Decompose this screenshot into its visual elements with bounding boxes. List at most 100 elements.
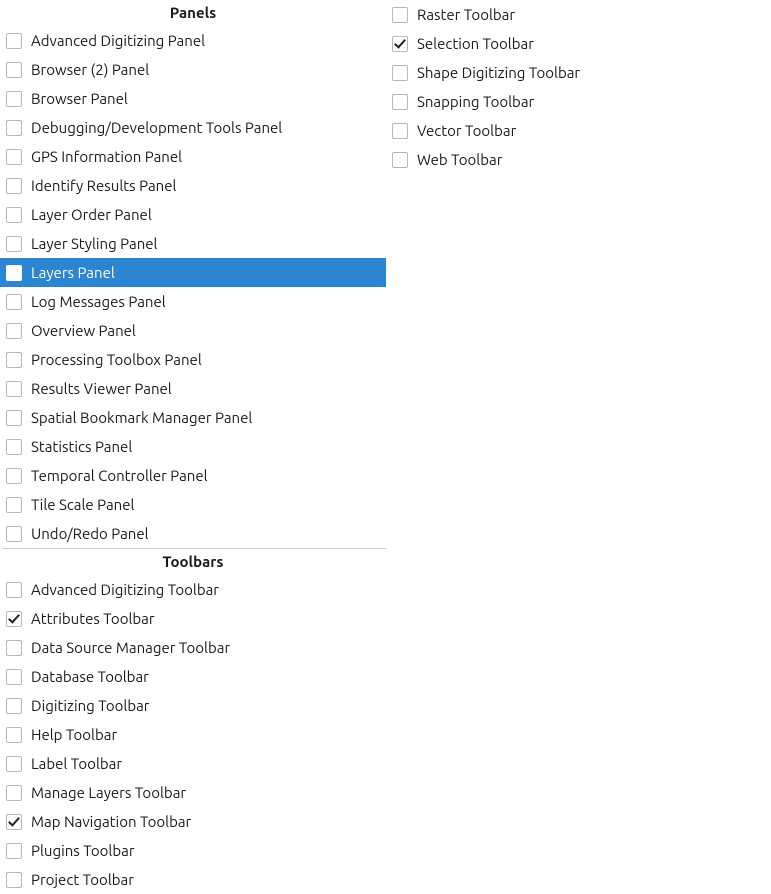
panel-item[interactable]: Layer Order Panel [0, 200, 386, 229]
panel-item[interactable]: Undo/Redo Panel [0, 519, 386, 548]
toolbar-item[interactable]: Shape Digitizing Toolbar [386, 58, 771, 87]
panel-label: GPS Information Panel [31, 146, 182, 167]
toolbar-item[interactable]: Map Navigation Toolbar [0, 807, 386, 836]
toolbar-label: Web Toolbar [417, 149, 502, 170]
checkbox-icon[interactable] [6, 640, 22, 656]
checkbox-icon[interactable] [6, 814, 22, 830]
toolbar-item[interactable]: Selection Toolbar [386, 29, 771, 58]
panel-item[interactable]: Browser Panel [0, 84, 386, 113]
toolbar-label: Raster Toolbar [417, 4, 515, 25]
toolbar-item[interactable]: Data Source Manager Toolbar [0, 633, 386, 662]
checkbox-icon[interactable] [6, 120, 22, 136]
checkbox-icon[interactable] [392, 7, 408, 23]
checkbox-icon[interactable] [6, 410, 22, 426]
panel-label: Statistics Panel [31, 436, 132, 457]
checkbox-icon[interactable] [6, 468, 22, 484]
panel-label: Spatial Bookmark Manager Panel [31, 407, 252, 428]
toolbar-label: Database Toolbar [31, 666, 149, 687]
toolbar-item[interactable]: Database Toolbar [0, 662, 386, 691]
toolbar-item[interactable]: Digitizing Toolbar [0, 691, 386, 720]
checkbox-icon[interactable] [6, 323, 22, 339]
checkbox-icon[interactable] [392, 152, 408, 168]
panel-item[interactable]: Browser (2) Panel [0, 55, 386, 84]
panel-item[interactable]: Log Messages Panel [0, 287, 386, 316]
checkbox-icon[interactable] [6, 236, 22, 252]
panels-list: Advanced Digitizing Panel Browser (2) Pan… [0, 26, 386, 548]
checkbox-icon[interactable] [6, 265, 22, 281]
toolbar-item[interactable]: Snapping Toolbar [386, 87, 771, 116]
toolbar-label: Advanced Digitizing Toolbar [31, 579, 219, 600]
checkbox-icon[interactable] [6, 756, 22, 772]
panel-item[interactable]: Advanced Digitizing Panel [0, 26, 386, 55]
panel-label: Log Messages Panel [31, 291, 166, 312]
toolbar-item[interactable]: Advanced Digitizing Toolbar [0, 575, 386, 604]
checkbox-icon[interactable] [6, 33, 22, 49]
panel-label: Debugging/Development Tools Panel [31, 117, 282, 138]
checkbox-icon[interactable] [6, 352, 22, 368]
panel-item[interactable]: Tile Scale Panel [0, 490, 386, 519]
panel-item[interactable]: Temporal Controller Panel [0, 461, 386, 490]
toolbar-item[interactable]: Vector Toolbar [386, 116, 771, 145]
checkbox-icon[interactable] [392, 94, 408, 110]
checkbox-icon[interactable] [392, 65, 408, 81]
panel-label: Layers Panel [31, 262, 115, 283]
checkbox-icon[interactable] [6, 872, 22, 888]
panel-label: Undo/Redo Panel [31, 523, 149, 544]
panel-label: Identify Results Panel [31, 175, 176, 196]
toolbar-item[interactable]: Help Toolbar [0, 720, 386, 749]
toolbar-label: Map Navigation Toolbar [31, 811, 191, 832]
panel-label: Layer Styling Panel [31, 233, 157, 254]
panel-item[interactable]: Overview Panel [0, 316, 386, 345]
toolbars-heading: Toolbars [0, 549, 386, 575]
toolbar-label: Manage Layers Toolbar [31, 782, 186, 803]
toolbar-item[interactable]: Project Toolbar [0, 865, 386, 894]
checkbox-icon[interactable] [6, 497, 22, 513]
toolbar-item[interactable]: Web Toolbar [386, 145, 771, 174]
checkbox-icon[interactable] [6, 207, 22, 223]
checkbox-icon[interactable] [6, 439, 22, 455]
toolbar-item[interactable]: Label Toolbar [0, 749, 386, 778]
panel-item[interactable]: Layers Panel [0, 258, 386, 287]
checkbox-icon[interactable] [6, 294, 22, 310]
checkbox-icon[interactable] [392, 36, 408, 52]
checkbox-icon[interactable] [6, 178, 22, 194]
toolbar-item[interactable]: Plugins Toolbar [0, 836, 386, 865]
checkbox-icon[interactable] [6, 149, 22, 165]
toolbars-list-left: Advanced Digitizing Toolbar Attributes To… [0, 575, 386, 894]
panel-item[interactable]: Processing Toolbox Panel [0, 345, 386, 374]
toolbar-item[interactable]: Attributes Toolbar [0, 604, 386, 633]
checkbox-icon[interactable] [392, 123, 408, 139]
toolbar-label: Help Toolbar [31, 724, 117, 745]
checkbox-icon[interactable] [6, 843, 22, 859]
checkbox-icon[interactable] [6, 611, 22, 627]
checkbox-icon[interactable] [6, 785, 22, 801]
panel-label: Temporal Controller Panel [31, 465, 208, 486]
right-column: Raster Toolbar Selection ToolbarShape Dig… [386, 0, 771, 894]
toolbar-label: Plugins Toolbar [31, 840, 135, 861]
panel-item[interactable]: GPS Information Panel [0, 142, 386, 171]
panel-item[interactable]: Layer Styling Panel [0, 229, 386, 258]
checkbox-icon[interactable] [6, 669, 22, 685]
checkbox-icon[interactable] [6, 582, 22, 598]
toolbar-label: Vector Toolbar [417, 120, 516, 141]
toolbar-label: Snapping Toolbar [417, 91, 534, 112]
toolbar-item[interactable]: Manage Layers Toolbar [0, 778, 386, 807]
checkbox-icon[interactable] [6, 526, 22, 542]
panel-item[interactable]: Spatial Bookmark Manager Panel [0, 403, 386, 432]
toolbar-item[interactable]: Raster Toolbar [386, 0, 771, 29]
checkbox-icon[interactable] [6, 727, 22, 743]
panel-item[interactable]: Identify Results Panel [0, 171, 386, 200]
checkbox-icon[interactable] [6, 91, 22, 107]
toolbar-label: Data Source Manager Toolbar [31, 637, 230, 658]
checkbox-icon[interactable] [6, 698, 22, 714]
toolbar-label: Attributes Toolbar [31, 608, 155, 629]
checkbox-icon[interactable] [6, 381, 22, 397]
checkbox-icon[interactable] [6, 62, 22, 78]
panel-label: Advanced Digitizing Panel [31, 30, 205, 51]
toolbar-label: Label Toolbar [31, 753, 122, 774]
panel-label: Layer Order Panel [31, 204, 152, 225]
panel-item[interactable]: Statistics Panel [0, 432, 386, 461]
panel-item[interactable]: Debugging/Development Tools Panel [0, 113, 386, 142]
panel-item[interactable]: Results Viewer Panel [0, 374, 386, 403]
panels-heading: Panels [0, 0, 386, 26]
